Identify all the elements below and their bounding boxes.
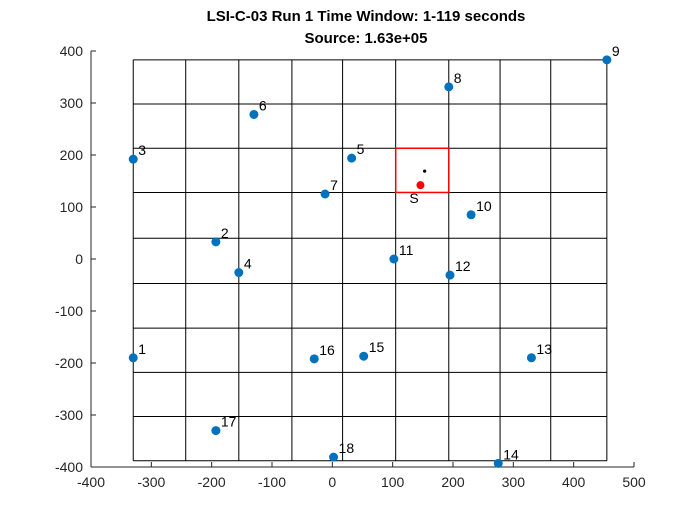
chart-subtitle: Source: 1.63e+05: [305, 30, 428, 47]
sensor-label-14: 14: [503, 446, 519, 462]
sensor-point-10: [466, 210, 476, 220]
sensor-label-2: 2: [221, 225, 229, 241]
sensor-label-1: 1: [138, 341, 146, 357]
sensor-point-3: [128, 154, 138, 164]
y-tick-label: -300: [55, 407, 83, 423]
x-tick-label: 400: [562, 474, 586, 490]
estimate-dot: [423, 169, 427, 173]
sensor-point-14: [493, 458, 503, 468]
sensor-point-18: [329, 452, 339, 462]
sensor-point-6: [249, 109, 259, 119]
sensor-label-11: 11: [399, 242, 414, 258]
sensor-label-13: 13: [536, 341, 552, 357]
sensor-label-9: 9: [612, 43, 620, 59]
x-tick-label: 300: [502, 474, 526, 490]
sensor-point-1: [128, 353, 138, 363]
sensor-label-12: 12: [455, 258, 471, 274]
axes: -400 -300 -200 -100 0 100 200 300 400 500-400-300…: [55, 43, 646, 490]
x-tick-label: -100: [258, 474, 286, 490]
sensor-label-3: 3: [138, 142, 146, 158]
sensor-point-5: [347, 153, 357, 163]
x-tick-label: 0: [328, 474, 336, 490]
sensor-label-4: 4: [244, 256, 252, 272]
sensor-label-18: 18: [339, 440, 355, 456]
x-tick-label: 500: [622, 474, 646, 490]
y-tick-label: 200: [60, 147, 84, 163]
sensor-point-11: [389, 254, 399, 264]
sensor-label-10: 10: [476, 198, 492, 214]
y-tick-label: -400: [55, 459, 83, 475]
x-tick-label: -300: [137, 474, 165, 490]
x-tick-label: -200: [198, 474, 226, 490]
sensor-point-4: [234, 268, 244, 278]
y-tick-label: 300: [60, 95, 84, 111]
source-label: S: [409, 190, 418, 206]
sensor-point-16: [309, 354, 319, 364]
sensor-label-6: 6: [259, 97, 267, 113]
x-tick-label: 200: [441, 474, 465, 490]
sensor-point-7: [320, 189, 330, 199]
sensor-label-8: 8: [454, 70, 462, 86]
sensor-point-13: [526, 353, 536, 363]
sensor-label-5: 5: [357, 141, 365, 157]
x-tick-label: 100: [381, 474, 405, 490]
sensor-point-12: [445, 270, 455, 280]
sensor-point-17: [211, 426, 221, 436]
sensor-label-15: 15: [369, 339, 385, 355]
y-tick-label: 0: [75, 251, 83, 267]
y-tick-label: -100: [55, 303, 83, 319]
sensor-label-16: 16: [319, 342, 335, 358]
sensor-point-2: [211, 237, 221, 247]
source-point: [416, 181, 425, 190]
grid: [132, 59, 608, 462]
y-tick-label: 100: [60, 199, 84, 215]
y-tick-label: 400: [60, 43, 84, 59]
source-box: [394, 147, 450, 194]
sensor-label-7: 7: [330, 177, 338, 193]
sensor-label-17: 17: [221, 414, 237, 430]
x-tick-label: -400: [77, 474, 105, 490]
sensor-point-8: [444, 82, 454, 92]
chart-title: LSI-C-03 Run 1 Time Window: 1-119 second…: [207, 8, 526, 25]
sensor-point-9: [602, 55, 612, 65]
sensor-point-15: [359, 351, 369, 361]
y-tick-label: -200: [55, 355, 83, 371]
